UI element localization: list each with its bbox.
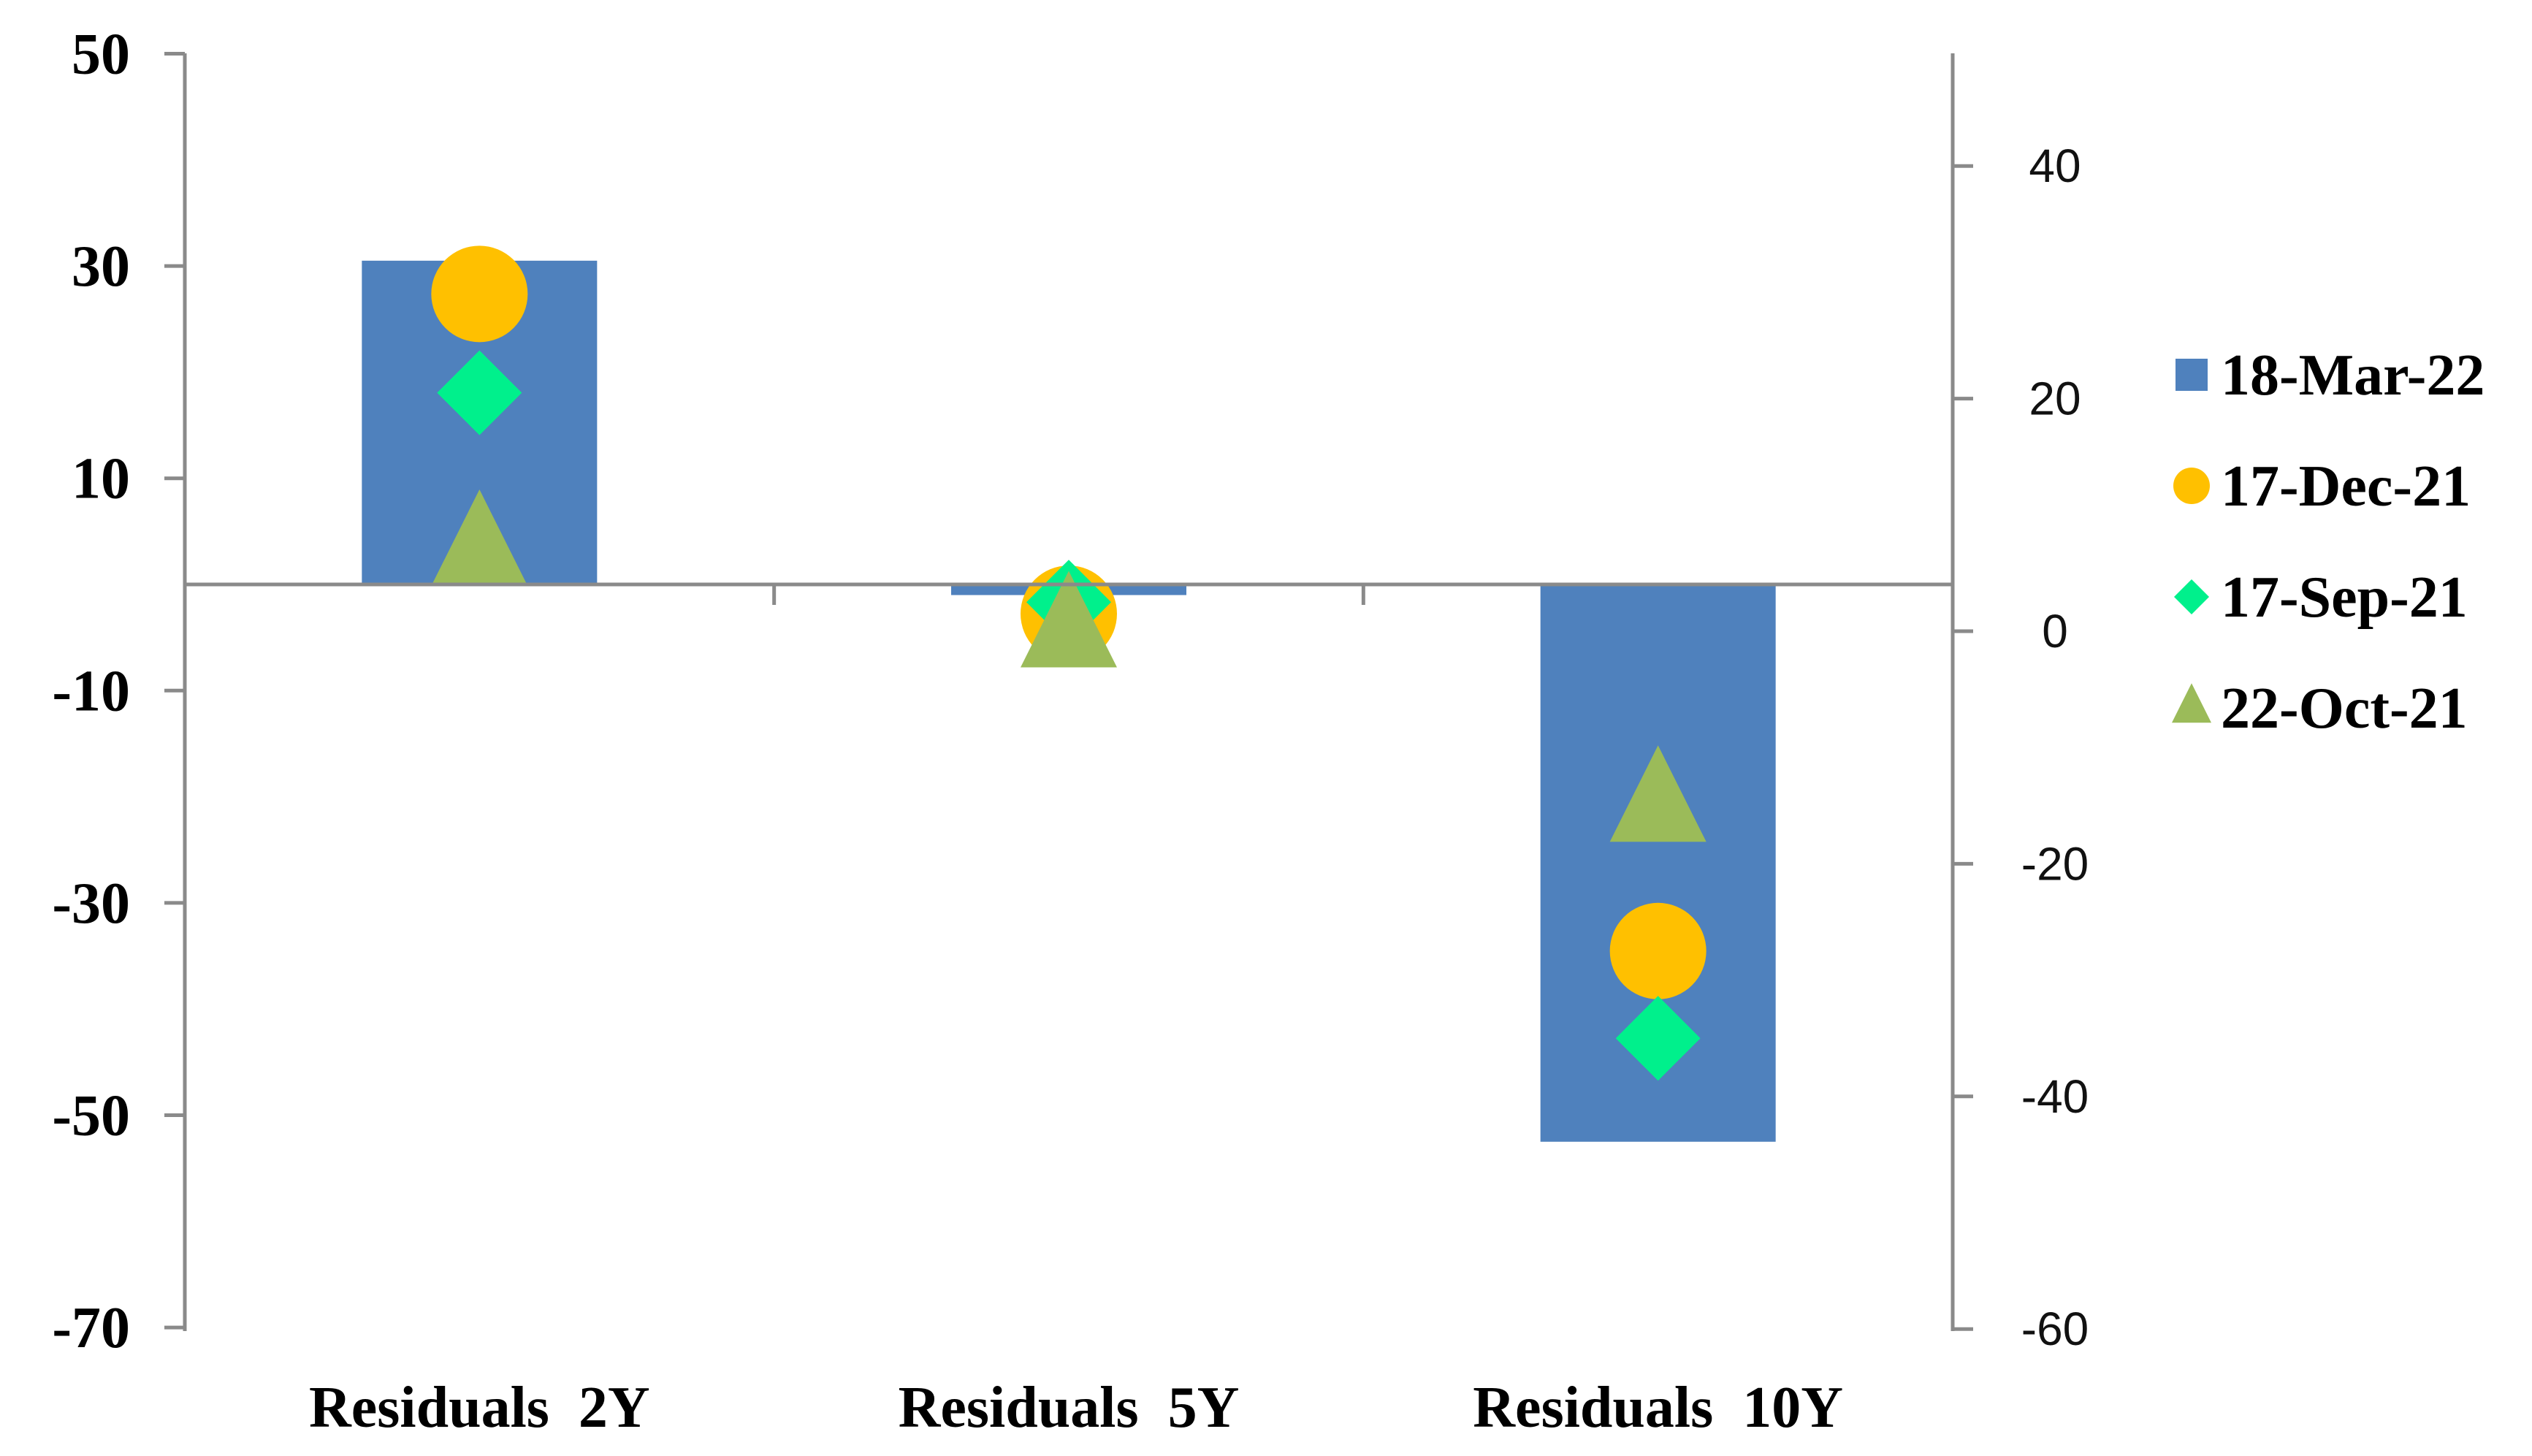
x-axis-ticks — [772, 584, 1365, 605]
legend-marker-22-Oct-21 — [2172, 683, 2211, 723]
left-y-ticks: 50 30 10 -10 -30 -50 -70 — [52, 23, 185, 1360]
left-y-tick-label: -70 — [52, 1296, 130, 1360]
legend-marker-18-Mar-22 — [2176, 359, 2208, 391]
category-label: Residuals 5Y — [899, 1376, 1240, 1440]
legend-marker-17-Dec-21 — [2173, 468, 2210, 504]
category-label: Residuals 10Y — [1473, 1376, 1843, 1440]
category-label: Residuals 2Y — [309, 1376, 650, 1440]
marker-22-Oct-21 — [1021, 571, 1117, 668]
marker-17-Sep-21 — [437, 350, 522, 435]
right-y-ticks: 40 20 0 -20 -40 -60 — [1953, 140, 2089, 1355]
left-y-tick-label: -50 — [52, 1084, 130, 1148]
right-y-tick-label: -40 — [2021, 1070, 2089, 1123]
legend-label: 17-Sep-21 — [2221, 565, 2468, 630]
right-y-tick-label: 20 — [2029, 373, 2081, 425]
marker-17-Sep-21 — [1615, 996, 1701, 1081]
legend-label: 18-Mar-22 — [2221, 343, 2485, 408]
right-y-tick-label: -60 — [2021, 1303, 2089, 1355]
marker-22-Oct-21 — [1609, 745, 1707, 842]
legend-label: 17-Dec-21 — [2221, 454, 2471, 519]
legend-marker-17-Sep-21 — [2174, 579, 2209, 614]
left-y-tick-label: -30 — [52, 872, 130, 936]
left-y-tick-label: 50 — [72, 23, 130, 87]
left-y-tick-label: -10 — [52, 659, 130, 723]
bars-layer — [362, 260, 1776, 1142]
right-y-tick-label: -20 — [2021, 837, 2089, 890]
legend-label: 22-Oct-21 — [2221, 676, 2468, 741]
markers-layer — [431, 245, 1707, 1081]
marker-17-Dec-21 — [1609, 902, 1707, 999]
right-y-tick-label: 0 — [2042, 605, 2068, 658]
left-y-tick-label: 30 — [72, 235, 130, 299]
legend: 18-Mar-22 17-Dec-21 17-Sep-21 22-Oct-21 — [2172, 343, 2485, 741]
marker-17-Dec-21 — [431, 245, 528, 343]
left-y-tick-label: 10 — [72, 447, 130, 511]
right-y-tick-label: 40 — [2029, 140, 2081, 192]
marker-22-Oct-21 — [431, 489, 528, 587]
category-labels: Residuals 2Y Residuals 5Y Residuals 10Y — [309, 1376, 1843, 1440]
